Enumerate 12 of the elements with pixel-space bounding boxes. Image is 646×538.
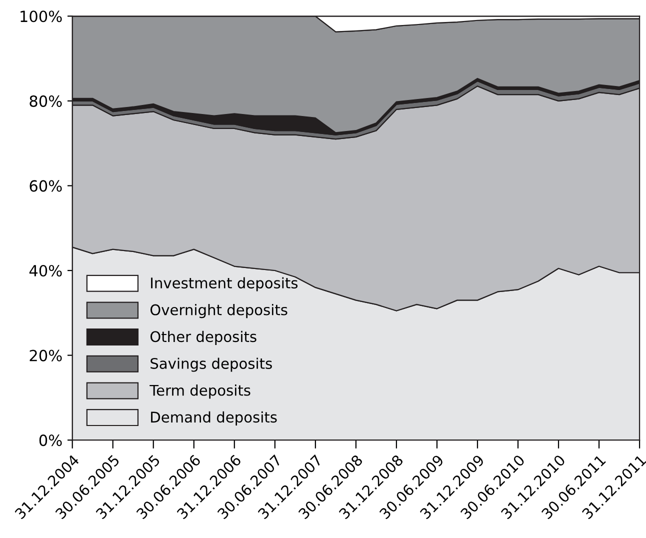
legend-label: Investment deposits bbox=[151, 277, 298, 292]
y-tick-label: 80% bbox=[30, 95, 62, 107]
y-tick-label: 100% bbox=[20, 10, 62, 22]
legend-label: Other deposits bbox=[150, 330, 256, 345]
legend-label: Demand deposits bbox=[151, 411, 277, 426]
y-tick-label: 40% bbox=[29, 264, 62, 277]
y-tick-label: 0% bbox=[39, 434, 62, 446]
y-tick-label: 20% bbox=[30, 350, 62, 362]
legend-label: Savings deposits bbox=[150, 358, 272, 372]
y-tick-label: 60% bbox=[30, 180, 62, 192]
legend-label: Overnight deposits bbox=[150, 304, 288, 318]
legend-label: Term deposits bbox=[150, 384, 250, 399]
